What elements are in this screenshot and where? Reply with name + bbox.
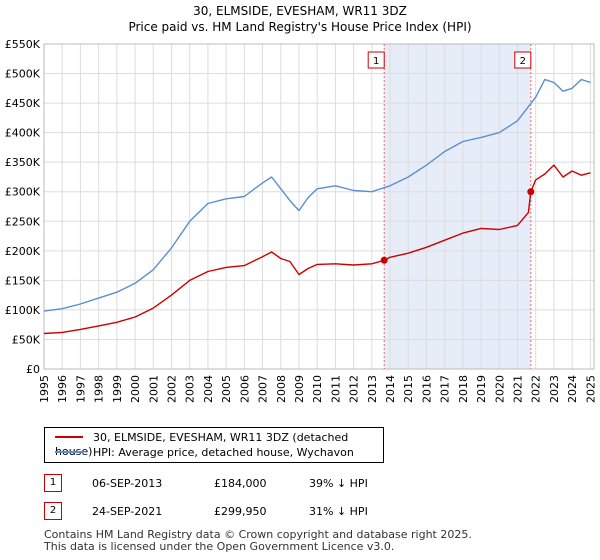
legend: 30, ELMSIDE, EVESHAM, WR11 3DZ (detached… [44, 427, 384, 463]
hpi-series-line [43, 78, 591, 312]
y-tick-label-3: £150K [5, 274, 41, 287]
chart-title: 30, ELMSIDE, EVESHAM, WR11 3DZ [193, 4, 407, 18]
sale-point-1 [380, 256, 388, 264]
x-tick-label-2006: 2006 [238, 375, 251, 403]
y-tick-label-5: £250K [5, 215, 41, 228]
sale-date-1: 06-SEP-2013 [92, 477, 163, 490]
x-tick-label-2012: 2012 [348, 375, 361, 403]
x-tick-label-2008: 2008 [275, 375, 288, 403]
sale-date-2: 24-SEP-2021 [92, 505, 163, 518]
y-tick-label-1: £50K [12, 333, 41, 346]
x-tick-label-2000: 2000 [129, 375, 142, 403]
x-tick-label-2017: 2017 [439, 375, 452, 403]
footer-licence: This data is licensed under the Open Gov… [44, 540, 395, 553]
x-tick-label-2002: 2002 [165, 375, 178, 403]
x-tick-label-2024: 2024 [566, 375, 579, 403]
x-tick-label-2001: 2001 [147, 375, 160, 403]
sale-badge-1: 1 [44, 474, 62, 492]
y-tick-label-4: £200K [5, 245, 41, 258]
x-tick-label-2004: 2004 [202, 375, 215, 403]
sale-callout-label-1: 1 [373, 56, 379, 67]
y-tick-label-10: £500K [5, 68, 41, 81]
x-tick-label-2007: 2007 [257, 375, 270, 403]
sale-point-2 [527, 188, 535, 196]
x-tick-label-1998: 1998 [93, 375, 106, 403]
x-tick-label-2021: 2021 [512, 375, 525, 403]
y-tick-label-9: £450K [5, 97, 41, 110]
sale-price-2: £299,950 [214, 505, 267, 518]
legend-item-property: 30, ELMSIDE, EVESHAM, WR11 3DZ (detached… [55, 431, 383, 458]
sale-callout-label-2: 2 [520, 56, 526, 67]
x-tick-label-2005: 2005 [220, 375, 233, 403]
x-tick-label-1995: 1995 [38, 375, 51, 403]
sale-callout-box-2 [514, 51, 532, 69]
price-chart: £0 £50K £100K £150K £200K £250K £300K £350K £400… [5, 38, 598, 403]
y-tick-label-11: £550K [5, 38, 41, 51]
x-tick-label-2013: 2013 [366, 375, 379, 403]
sale-hpi-1: 39% ↓ HPI [309, 477, 368, 490]
x-tick-label-2015: 2015 [402, 375, 415, 403]
plot-frame [43, 43, 595, 370]
legend-swatch-hpi [55, 451, 83, 453]
sale-callout-box-1 [367, 51, 385, 69]
sale-hpi-2: 31% ↓ HPI [309, 505, 368, 518]
chart-title-block: 30, ELMSIDE, EVESHAM, WR11 3DZ Price pai… [0, 3, 600, 35]
legend-swatch-property [55, 436, 83, 438]
legend-item-hpi: HPI: Average price, detached house, Wych… [55, 446, 354, 460]
chart-subtitle: Price paid vs. HM Land Registry's House … [128, 20, 472, 34]
x-tick-label-2014: 2014 [384, 375, 397, 403]
x-tick-label-2023: 2023 [548, 375, 561, 403]
y-tick-label-8: £400K [5, 127, 41, 140]
x-tick-label-1999: 1999 [111, 375, 124, 403]
property-series-line [43, 164, 591, 335]
x-tick-label-2025: 2025 [584, 375, 597, 403]
x-tick-label-2010: 2010 [311, 375, 324, 403]
legend-label-hpi: HPI: Average price, detached house, Wych… [93, 446, 354, 459]
sale-badge-2: 2 [44, 502, 62, 520]
x-tick-label-2022: 2022 [530, 375, 543, 403]
x-tick-label-2018: 2018 [457, 375, 470, 403]
x-tick-label-2020: 2020 [493, 375, 506, 403]
y-tick-label-7: £350K [5, 156, 41, 169]
x-tick-label-2019: 2019 [475, 375, 488, 403]
x-tick-label-2011: 2011 [329, 375, 342, 403]
sale-price-1: £184,000 [214, 477, 267, 490]
y-tick-label-6: £300K [5, 186, 41, 199]
y-tick-label-2: £100K [5, 304, 41, 317]
x-tick-label-2009: 2009 [293, 375, 306, 403]
x-tick-label-1997: 1997 [74, 375, 87, 403]
footer-copyright: Contains HM Land Registry data © Crown c… [44, 528, 472, 541]
y-tick-label-0: £0 [26, 363, 40, 376]
sale-period-band [384, 44, 531, 369]
x-tick-label-1996: 1996 [56, 375, 69, 403]
footer: Contains HM Land Registry data © Crown c… [44, 529, 584, 553]
x-tick-label-2003: 2003 [184, 375, 197, 403]
x-tick-label-2016: 2016 [420, 375, 433, 403]
